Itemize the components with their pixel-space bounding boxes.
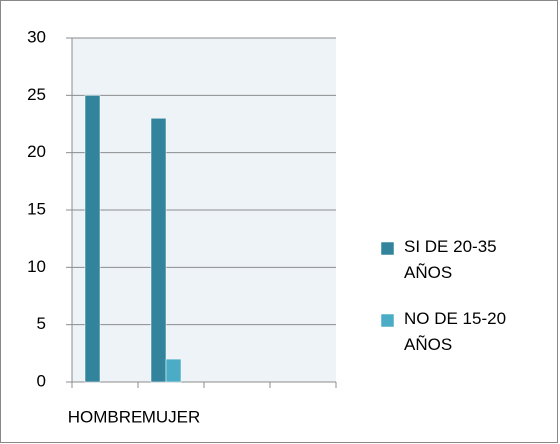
legend-label: NO DE 15-20 AÑOS xyxy=(404,309,507,354)
y-tick-label: 25 xyxy=(27,85,46,104)
legend-swatch xyxy=(380,313,395,328)
y-tick-label: 10 xyxy=(27,257,46,276)
legend-swatch xyxy=(380,241,395,256)
x-tick-label: MUJER xyxy=(142,407,201,426)
y-tick-label: 0 xyxy=(37,371,46,390)
y-tick-label: 5 xyxy=(37,314,46,333)
y-tick-label: 15 xyxy=(27,199,46,218)
y-tick-label: 20 xyxy=(27,142,46,161)
x-tick-label: HOMBRE xyxy=(68,407,143,426)
bar xyxy=(150,118,167,383)
bar xyxy=(165,358,182,383)
y-tick-label: 30 xyxy=(27,27,46,46)
bar xyxy=(84,95,101,383)
legend-label-box: SI DE 20-35 AÑOS xyxy=(404,237,497,282)
legend-label: SI DE 20-35 AÑOS xyxy=(404,237,497,282)
legend-label-box: NO DE 15-20 AÑOS xyxy=(404,309,507,354)
